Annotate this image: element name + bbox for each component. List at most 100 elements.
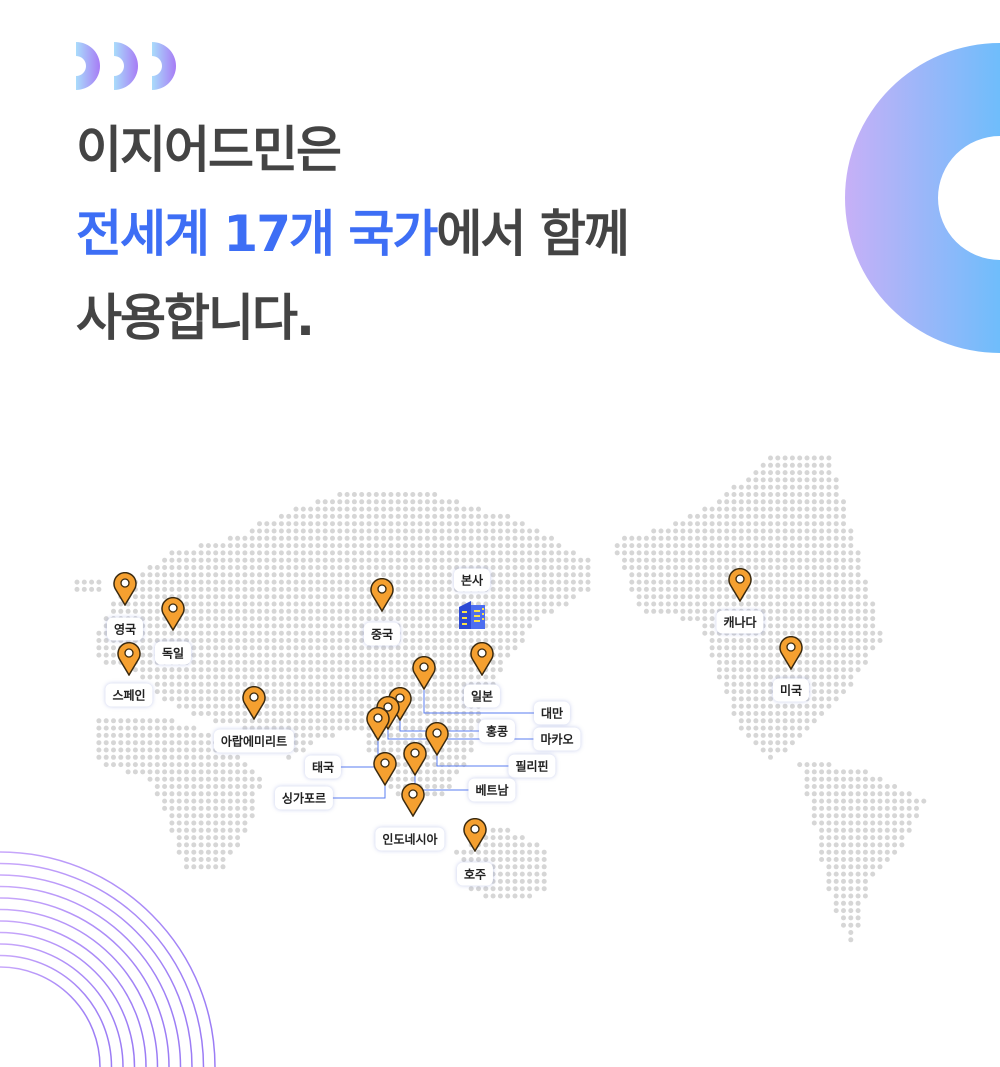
map-dot	[549, 557, 554, 563]
map-dot	[213, 791, 219, 797]
map-pin-icon[interactable]	[366, 707, 390, 741]
map-dot	[198, 550, 204, 556]
map-dot	[322, 608, 328, 614]
map-pin-icon[interactable]	[425, 722, 449, 756]
map-dot	[417, 711, 423, 716]
map-pin-icon[interactable]	[373, 752, 397, 786]
map-dot	[300, 623, 306, 629]
map-dot	[629, 543, 635, 549]
map-dot	[877, 827, 883, 833]
map-dot	[534, 543, 540, 549]
map-dot	[403, 667, 408, 673]
map-pin-icon[interactable]	[117, 642, 141, 676]
map-pin-icon[interactable]	[370, 578, 394, 612]
map-dot	[892, 798, 898, 804]
map-dot	[410, 521, 416, 527]
map-pin-icon[interactable]	[728, 568, 752, 602]
map-dot	[96, 725, 102, 731]
map-dot	[833, 908, 839, 914]
map-pin-icon[interactable]	[463, 818, 487, 852]
map-dot	[461, 725, 467, 731]
map-dot	[293, 667, 299, 673]
map-dot	[198, 849, 204, 855]
map-dot	[841, 908, 846, 914]
map-dot	[724, 572, 730, 578]
map-dot	[227, 711, 233, 716]
map-dot	[432, 579, 438, 585]
map-dot	[351, 499, 357, 505]
map-dot	[359, 718, 365, 724]
map-dot	[461, 535, 467, 541]
map-dot	[505, 835, 511, 841]
map-dot	[855, 579, 861, 585]
map-dot	[424, 543, 430, 549]
map-dot	[541, 878, 547, 884]
map-dot	[242, 616, 248, 622]
map-dot	[877, 849, 883, 855]
country-label: 마카오	[533, 727, 581, 751]
map-dot	[490, 638, 496, 643]
map-dot	[235, 754, 241, 760]
map-dot	[841, 827, 846, 833]
map-dot	[738, 557, 744, 563]
map-dot	[665, 550, 671, 556]
map-dot	[862, 820, 868, 826]
map-pin-icon[interactable]	[113, 572, 137, 606]
map-dot	[132, 769, 138, 775]
map-dot	[556, 565, 562, 570]
map-dot	[359, 623, 365, 629]
map-dot	[768, 535, 773, 541]
map-pin-icon[interactable]	[161, 597, 185, 631]
map-dot	[570, 550, 576, 556]
map-dot	[220, 813, 226, 819]
map-dot	[213, 586, 219, 592]
map-dot	[760, 681, 766, 687]
map-dot	[191, 725, 197, 731]
map-dot	[403, 616, 408, 622]
map-dot	[826, 557, 832, 563]
map-dot	[811, 462, 817, 468]
map-dot	[147, 740, 153, 746]
map-dot	[534, 594, 540, 600]
map-dot	[351, 711, 357, 716]
map-dot	[308, 740, 314, 746]
map-dot	[315, 550, 321, 556]
map-pin-icon[interactable]	[779, 636, 803, 670]
map-dot	[862, 659, 868, 665]
map-pin-icon[interactable]	[242, 686, 266, 720]
map-dot	[293, 747, 299, 753]
map-dot	[213, 827, 219, 833]
map-dot	[819, 820, 825, 826]
map-dot	[169, 667, 175, 673]
map-dot	[775, 718, 781, 724]
map-pin-icon[interactable]	[412, 656, 436, 690]
map-dot	[169, 557, 175, 563]
map-dot	[870, 820, 876, 826]
map-dot	[184, 805, 189, 811]
map-dot	[432, 689, 438, 695]
map-dot	[892, 805, 898, 811]
map-dot	[760, 528, 766, 534]
map-dot	[556, 594, 562, 600]
headline-highlight: 전세계 17개 국가	[76, 205, 438, 263]
map-pin-icon[interactable]	[401, 783, 425, 817]
map-dot	[476, 557, 481, 563]
map-dot	[235, 711, 241, 716]
map-dot	[782, 674, 788, 680]
map-dot	[257, 550, 262, 556]
map-dot	[395, 769, 401, 775]
map-dot	[490, 886, 496, 892]
map-dot	[213, 608, 219, 614]
map-pin-icon[interactable]	[403, 742, 427, 776]
map-dot	[395, 652, 401, 658]
map-dot	[220, 623, 226, 629]
map-dot	[176, 550, 182, 556]
map-dot	[395, 645, 401, 651]
map-dot	[439, 791, 445, 797]
map-dot	[359, 630, 365, 636]
map-pin-icon[interactable]	[470, 642, 494, 676]
map-dot	[227, 601, 233, 607]
map-dot	[833, 769, 839, 775]
map-dot	[549, 565, 554, 570]
